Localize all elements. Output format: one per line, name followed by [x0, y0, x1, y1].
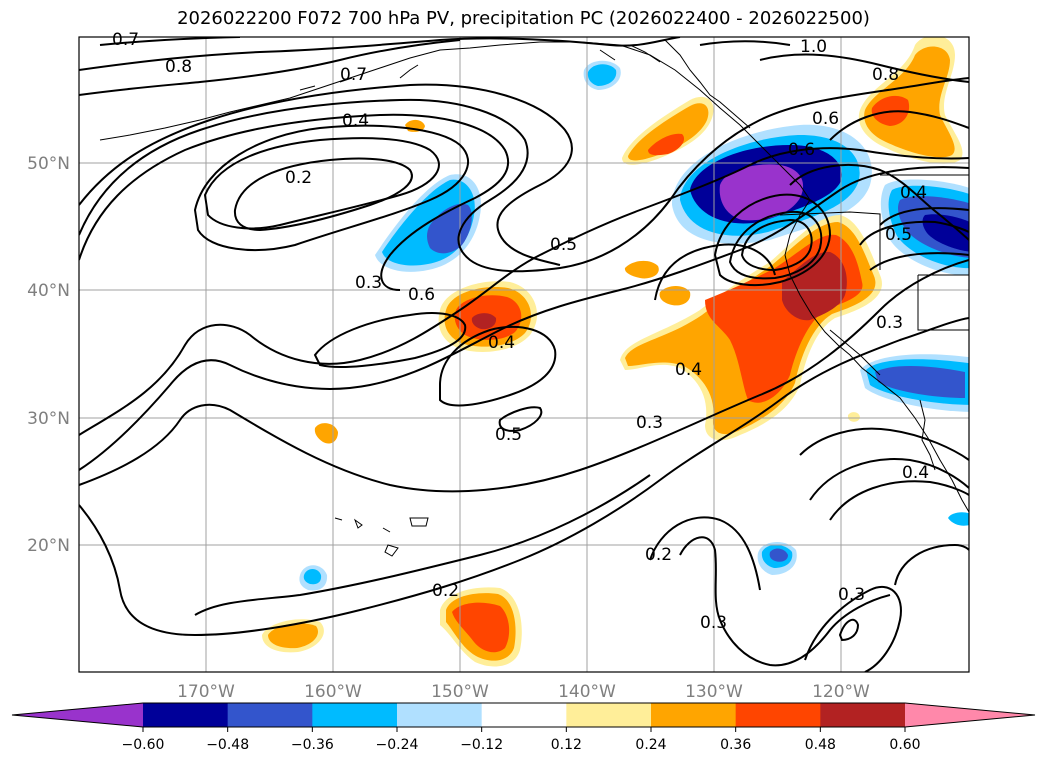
colorbar-cell: [651, 703, 737, 727]
contour-label: 0.8: [165, 57, 192, 77]
colorbar-cell: [566, 703, 652, 727]
contour-label: 0.3: [700, 613, 727, 633]
colorbar-tick-label: 0.48: [805, 737, 836, 753]
lat-label-40n: 40°N: [27, 281, 70, 301]
lat-label-20n: 20°N: [27, 536, 70, 556]
coastlines: [99, 39, 969, 557]
precip-anomaly-southeast-negative: [860, 354, 969, 412]
pv-contour-labels: 0.7 0.8 0.7 0.4 0.2 1.0 0.8 0.6 0.6 0.5 …: [112, 30, 929, 633]
colorbar-tick-label: −0.36: [291, 737, 334, 753]
contour-label: 0.3: [838, 585, 865, 605]
contour-label: 0.3: [876, 313, 903, 333]
colorbar-tick-label: 0.36: [720, 737, 751, 753]
contour-label: 0.4: [488, 333, 515, 353]
lon-label-120w: 120°W: [812, 682, 870, 702]
lon-label-160w: 160°W: [304, 682, 362, 702]
longitude-labels: 170°W 160°W 150°W 140°W 130°W 120°W: [177, 682, 870, 702]
contour-label: 0.2: [645, 545, 672, 565]
colorbar-tick-label: −0.48: [206, 737, 249, 753]
contour-label: 1.0: [800, 37, 827, 57]
lon-label-140w: 140°W: [558, 682, 616, 702]
colorbar-extend-low: [12, 703, 143, 727]
colorbar-tick-label: −0.24: [376, 737, 419, 753]
contour-label: 0.5: [885, 225, 912, 245]
map-title: 2026022200 F072 700 hPa PV, precipitatio…: [177, 8, 870, 29]
map-frame: [78, 36, 970, 673]
precip-anomaly-coast-positive: [622, 96, 714, 165]
contour-label: 0.3: [355, 273, 382, 293]
lon-label-170w: 170°W: [177, 682, 235, 702]
colorbar-cell: [481, 703, 567, 727]
contour-label: 0.6: [812, 109, 839, 129]
colorbar-cell: [143, 703, 229, 727]
precip-anomaly-central-positive: [620, 215, 882, 441]
precip-anomaly-east-negative: [880, 179, 969, 276]
precip-anomaly-northeast-positive: [858, 37, 963, 164]
colorbar-tick-label: −0.60: [122, 737, 165, 753]
pv-contours: [79, 37, 969, 672]
lon-label-150w: 150°W: [431, 682, 489, 702]
colorbar-cell: [312, 703, 398, 727]
contour-label: 0.3: [636, 413, 663, 433]
contour-label: 0.8: [872, 65, 899, 85]
precip-anomaly-northwest-negative: [672, 124, 872, 244]
lon-label-130w: 130°W: [685, 682, 743, 702]
contour-label: 0.4: [902, 463, 929, 483]
colorbar-tick-label: 0.24: [635, 737, 666, 753]
latitude-labels: 50°N 40°N 30°N 20°N: [27, 154, 70, 556]
colorbar-cell: [735, 703, 821, 727]
contour-label: 0.6: [788, 140, 815, 160]
colorbar-extend-high: [905, 703, 1035, 727]
contour-label: 0.5: [550, 235, 577, 255]
contour-label: 0.4: [675, 360, 702, 380]
contour-label: 0.7: [340, 65, 367, 85]
precip-anomaly-small-negative: [299, 60, 969, 591]
contour-label: 0.2: [432, 581, 459, 601]
colorbar-tick-label: 0.60: [889, 737, 920, 753]
colorbar: −0.60 −0.48 −0.36 −0.24 −0.12 0.12 0.24 0.36 0.4…: [11, 702, 1036, 753]
contour-label: 0.4: [342, 111, 369, 131]
lat-label-30n: 30°N: [27, 409, 70, 429]
colorbar-tick-label: 0.12: [551, 737, 582, 753]
contour-label: 0.4: [900, 183, 927, 203]
contour-label: 0.7: [112, 30, 139, 50]
contour-label: 0.5: [495, 425, 522, 445]
colorbar-cell: [820, 703, 906, 727]
contour-label: 0.6: [408, 285, 435, 305]
lat-label-50n: 50°N: [27, 154, 70, 174]
colorbar-cell: [227, 703, 313, 727]
contour-label: 0.2: [285, 168, 312, 188]
colorbar-tick-label: −0.12: [460, 737, 503, 753]
colorbar-cell: [397, 703, 483, 727]
